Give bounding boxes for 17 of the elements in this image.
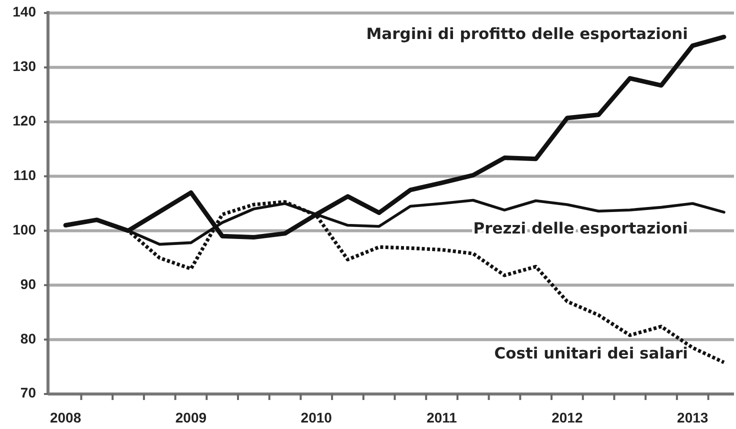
- x-tick-label: 2008: [50, 410, 82, 426]
- x-tick-label: 2009: [175, 410, 207, 426]
- x-tick-label: 2012: [552, 410, 583, 426]
- y-tick-label: 130: [12, 58, 36, 74]
- x-tick-label: 2013: [677, 410, 708, 426]
- x-tick-label: 2011: [426, 410, 458, 426]
- y-tick-label: 140: [12, 4, 36, 20]
- y-tick-label: 110: [13, 166, 36, 183]
- series-label: Prezzi delle esportazioni: [473, 219, 688, 238]
- y-tick-label: 100: [12, 221, 36, 238]
- y-tick-label: 120: [12, 112, 36, 129]
- series-label: Costi unitari dei salari: [494, 344, 688, 363]
- series-label: Margini di profitto delle esportazioni: [366, 25, 688, 44]
- y-tick-label: 70: [20, 384, 36, 401]
- x-tick-label: 2010: [300, 410, 332, 426]
- y-tick-label: 90: [20, 276, 36, 292]
- y-tick-label: 80: [20, 330, 36, 346]
